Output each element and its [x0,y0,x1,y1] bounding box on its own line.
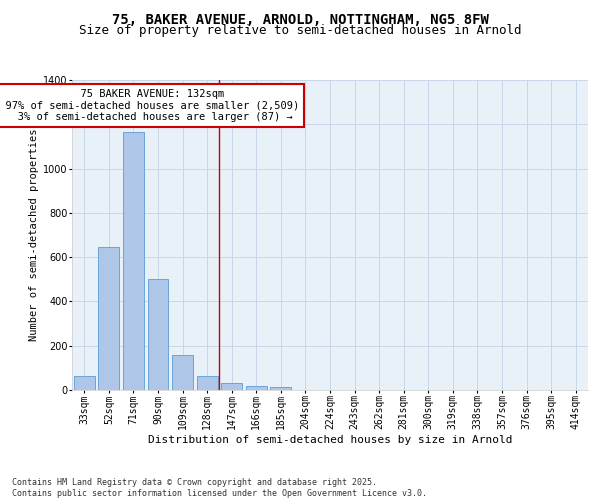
Bar [221,383,242,390]
Bar [98,247,119,390]
Bar [123,132,144,390]
X-axis label: Distribution of semi-detached houses by size in Arnold: Distribution of semi-detached houses by … [148,435,512,445]
Bar [148,280,169,390]
Text: Contains HM Land Registry data © Crown copyright and database right 2025.
Contai: Contains HM Land Registry data © Crown c… [12,478,427,498]
Text: Size of property relative to semi-detached houses in Arnold: Size of property relative to semi-detach… [79,24,521,37]
Text: 75, BAKER AVENUE, ARNOLD, NOTTINGHAM, NG5 8FW: 75, BAKER AVENUE, ARNOLD, NOTTINGHAM, NG… [112,12,488,26]
Y-axis label: Number of semi-detached properties: Number of semi-detached properties [29,128,39,341]
Bar [172,354,193,390]
Bar [246,386,267,390]
Bar [74,376,95,390]
Text: 75 BAKER AVENUE: 132sqm
← 97% of semi-detached houses are smaller (2,509)
   3% : 75 BAKER AVENUE: 132sqm ← 97% of semi-de… [0,89,299,122]
Bar [271,386,292,390]
Bar [197,376,218,390]
